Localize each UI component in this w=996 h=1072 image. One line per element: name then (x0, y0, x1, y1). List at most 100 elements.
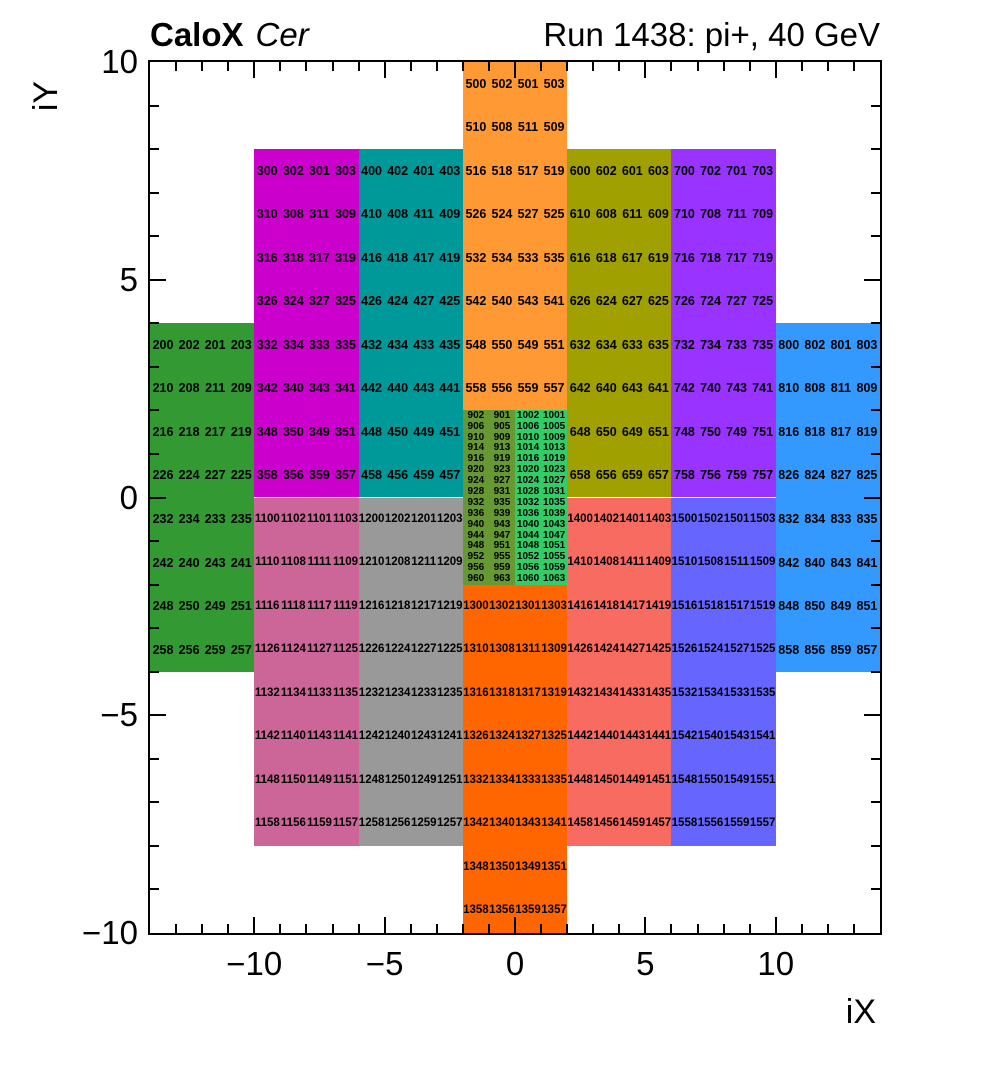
channel-cell-348: 348 (256, 424, 278, 439)
axis-tick (748, 62, 751, 71)
module-700: 700 702 701 703 710 708 711 709 716 718 717 719 726 7… (671, 149, 776, 498)
channel-cell-542: 542 (465, 294, 487, 309)
channel-cell-1302: 1302 (489, 599, 515, 612)
channel-cell-1158: 1158 (254, 817, 280, 830)
axis-tick (871, 235, 880, 238)
channel-cell-1519: 1519 (749, 599, 776, 612)
axis-tick (871, 670, 880, 673)
module-1500: 1500 1502 1501 1503 1510 1508 1511 1509 1516 1518… (671, 497, 776, 846)
channel-cell-1141: 1141 (333, 730, 358, 743)
channel-cell-1543: 1543 (723, 730, 750, 743)
channel-cell-441: 441 (439, 381, 461, 396)
axis-tick (871, 801, 880, 804)
channel-cell-901: 901 (493, 409, 511, 421)
channel-cell-617: 617 (621, 250, 643, 265)
channel-cell-944: 944 (467, 529, 485, 541)
channel-cell-910: 910 (467, 431, 485, 443)
channel-cell-959: 959 (493, 562, 511, 574)
channel-cell-1257: 1257 (437, 817, 463, 830)
channel-cell-833: 833 (830, 512, 852, 526)
channel-cell-1408: 1408 (593, 556, 620, 569)
channel-cell-324: 324 (282, 294, 304, 309)
channel-cell-1341: 1341 (541, 817, 567, 830)
channel-cell-525: 525 (543, 207, 565, 222)
channel-cell-357: 357 (335, 468, 356, 483)
axis-tick (150, 365, 159, 368)
channel-cell-1150: 1150 (280, 773, 306, 786)
axis-tick (227, 62, 230, 71)
channel-cell-1208: 1208 (384, 556, 411, 569)
channel-cell-643: 643 (621, 381, 643, 396)
channel-cell-1435: 1435 (645, 686, 672, 699)
channel-cell-656: 656 (595, 468, 617, 483)
axis-tick (150, 409, 159, 412)
channel-cell-210: 210 (152, 381, 174, 396)
axis-tick (150, 235, 159, 238)
y-tick-label--5: −5 (100, 696, 138, 734)
channel-cell-1448: 1448 (567, 773, 593, 786)
axis-tick (150, 757, 159, 760)
channel-cell-235: 235 (230, 512, 252, 526)
channel-cell-309: 309 (335, 207, 356, 222)
channel-cell-802: 802 (804, 337, 826, 352)
channel-cell-1157: 1157 (333, 817, 358, 830)
module-600: 600 602 601 603 610 608 611 609 616 618 617 619 626 6… (567, 149, 672, 498)
channel-cell-719: 719 (752, 250, 774, 265)
channel-cell-835: 835 (856, 512, 878, 526)
channel-cell-256: 256 (178, 642, 200, 657)
channel-cell-717: 717 (726, 250, 748, 265)
channel-cell-209: 209 (230, 381, 252, 396)
channel-cell-1024: 1024 (516, 475, 540, 487)
axis-tick (150, 452, 159, 455)
channel-cell-849: 849 (830, 599, 852, 614)
channel-cell-349: 349 (309, 424, 330, 439)
channel-cell-749: 749 (726, 424, 748, 439)
channel-cell-735: 735 (752, 337, 774, 352)
channel-cell-748: 748 (674, 424, 695, 439)
channel-cell-810: 810 (778, 381, 800, 396)
axis-tick (774, 62, 777, 78)
channel-cell-751: 751 (752, 424, 774, 439)
channel-cell-1542: 1542 (671, 730, 698, 743)
channel-cell-503: 503 (543, 76, 565, 91)
channel-cell-356: 356 (282, 468, 304, 483)
axis-tick (253, 917, 256, 933)
channel-cell-1409: 1409 (645, 556, 672, 569)
axis-tick (618, 62, 621, 71)
channel-cell-1550: 1550 (697, 773, 724, 786)
channel-cell-710: 710 (674, 207, 695, 222)
channel-cell-240: 240 (178, 555, 200, 570)
channel-cell-1259: 1259 (410, 817, 437, 830)
channel-cell-1456: 1456 (593, 817, 620, 830)
channel-cell-905: 905 (493, 420, 511, 432)
channel-cell-1217: 1217 (410, 599, 437, 612)
channel-cell-1116: 1116 (255, 599, 280, 612)
channel-cell-416: 416 (361, 250, 383, 265)
channel-cell-341: 341 (335, 381, 356, 396)
channel-cell-226: 226 (152, 468, 174, 483)
channel-cell-1132: 1132 (254, 686, 280, 699)
channel-cell-824: 824 (804, 468, 826, 483)
axis-tick (826, 62, 829, 71)
channel-cell-1028: 1028 (516, 486, 540, 498)
channel-cell-909: 909 (493, 431, 511, 443)
channel-cell-1023: 1023 (542, 464, 566, 476)
channel-cell-627: 627 (621, 294, 643, 309)
channel-cell-1326: 1326 (463, 730, 489, 743)
channel-cell-939: 939 (493, 507, 511, 519)
channel-cell-516: 516 (465, 163, 487, 178)
channel-cell-227: 227 (204, 468, 226, 483)
channel-cell-640: 640 (595, 381, 617, 396)
channel-cell-1411: 1411 (619, 556, 645, 569)
channel-cell-435: 435 (439, 337, 461, 352)
channel-cell-259: 259 (204, 642, 226, 657)
channel-cell-1316: 1316 (463, 686, 489, 699)
axis-tick (540, 62, 543, 71)
channel-cell-1020: 1020 (516, 464, 540, 476)
axis-tick (409, 62, 412, 71)
channel-cell-1426: 1426 (567, 643, 593, 656)
channel-cell-1039: 1039 (542, 507, 566, 519)
channel-cell-1327: 1327 (515, 730, 541, 743)
channel-cell-526: 526 (465, 207, 487, 222)
channel-cell-1351: 1351 (541, 860, 567, 873)
